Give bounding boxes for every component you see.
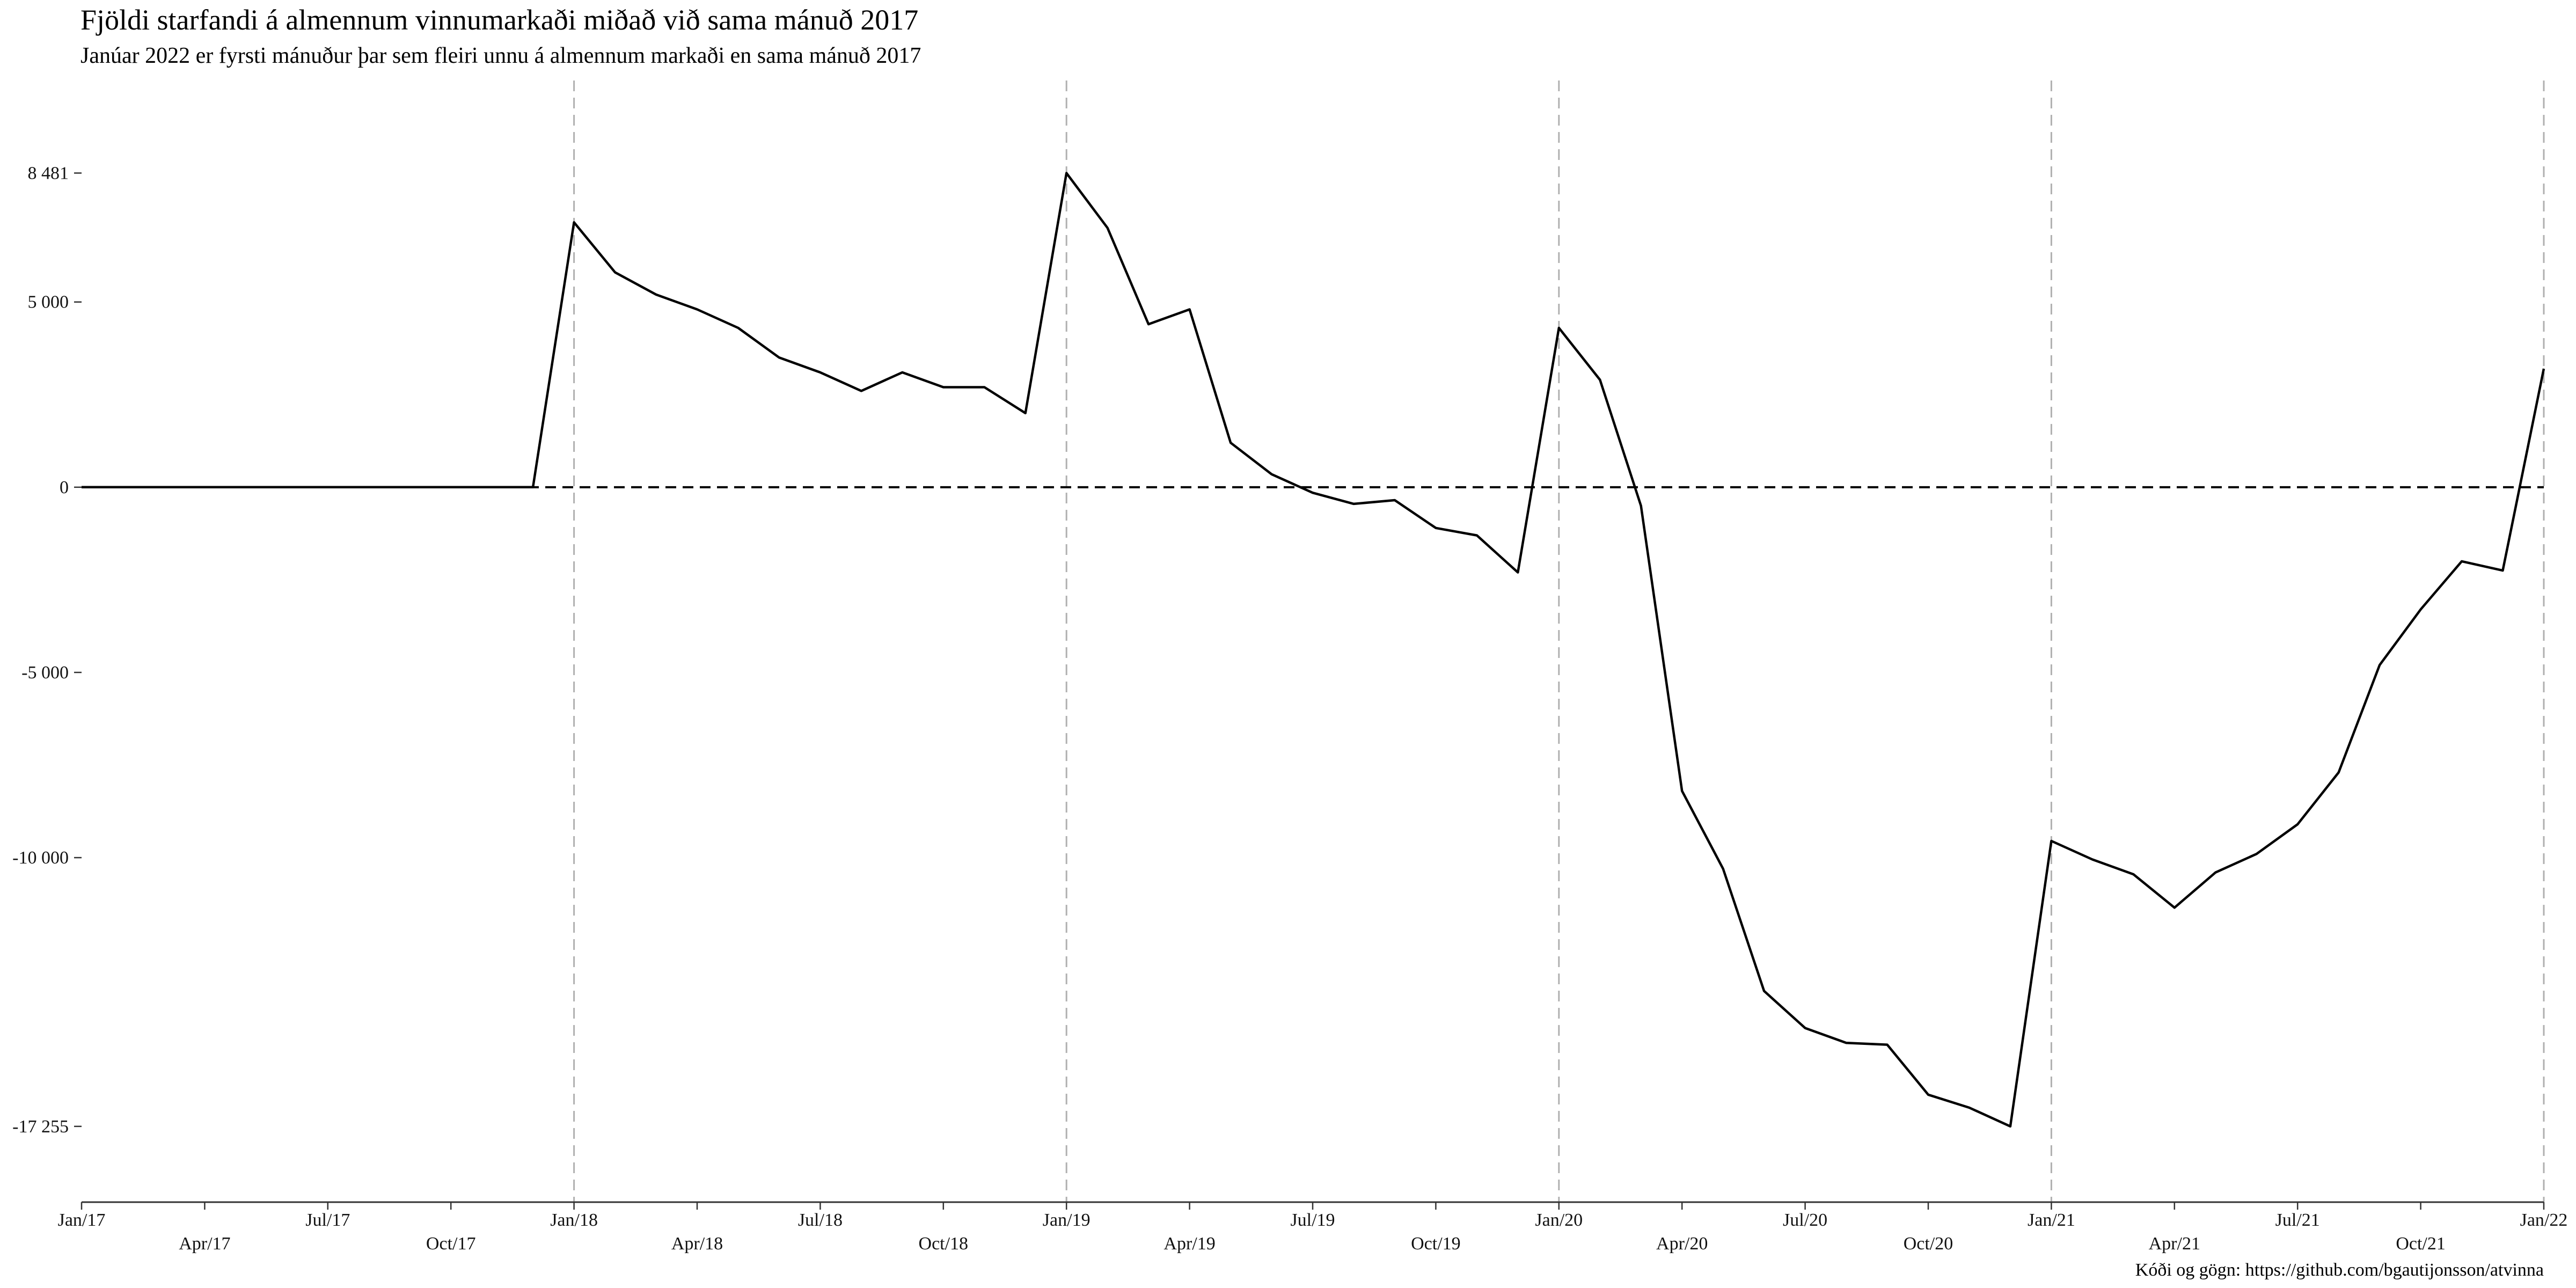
x-tick-label: Jan/18 bbox=[550, 1210, 598, 1230]
data-point bbox=[326, 486, 330, 489]
data-point bbox=[778, 356, 781, 359]
source-caption: Kóði og gögn: https://github.com/bgautij… bbox=[2135, 1260, 2544, 1280]
x-tick-label: Apr/17 bbox=[179, 1234, 230, 1254]
series-line bbox=[82, 172, 2545, 1128]
x-tick-label: Apr/20 bbox=[1656, 1234, 1708, 1254]
data-point bbox=[2419, 608, 2423, 611]
series-layer bbox=[80, 171, 2545, 1128]
data-point bbox=[1762, 990, 1766, 993]
x-tick-label: Jan/19 bbox=[1043, 1210, 1091, 1230]
x-tick-label: Jan/20 bbox=[1535, 1210, 1583, 1230]
data-point bbox=[1188, 308, 1191, 311]
data-point bbox=[1967, 1106, 1971, 1109]
data-point bbox=[1311, 491, 1314, 494]
data-point bbox=[162, 486, 165, 489]
x-tick-label: Jul/18 bbox=[798, 1210, 843, 1230]
data-point bbox=[449, 486, 452, 489]
chart-title: Fjöldi starfandi á almennum vinnumarkaði… bbox=[80, 4, 919, 36]
data-point bbox=[1270, 473, 1274, 476]
data-point bbox=[1475, 534, 1479, 537]
chart-subtitle: Janúar 2022 er fyrsti mánuður þar sem fl… bbox=[80, 43, 921, 68]
y-tick-label: -17 255 bbox=[12, 1117, 69, 1137]
data-point bbox=[80, 486, 83, 489]
x-tick-label: Apr/21 bbox=[2149, 1234, 2200, 1254]
x-tick-label: Jul/21 bbox=[2275, 1210, 2320, 1230]
data-point bbox=[203, 486, 206, 489]
data-point bbox=[1147, 323, 1150, 326]
data-point bbox=[736, 326, 740, 330]
x-tick-label: Jan/22 bbox=[2520, 1210, 2568, 1230]
x-tick-label: Jul/17 bbox=[305, 1210, 350, 1230]
data-point bbox=[531, 486, 535, 489]
y-tick-label: 8 481 bbox=[28, 163, 69, 183]
data-point bbox=[860, 389, 863, 392]
data-point bbox=[1065, 171, 1068, 174]
y-tick-label: -5 000 bbox=[21, 663, 69, 683]
data-point bbox=[1927, 1093, 1930, 1096]
x-tick-label: Oct/21 bbox=[2396, 1234, 2446, 1254]
data-point bbox=[2214, 871, 2217, 874]
data-point bbox=[2337, 771, 2340, 774]
x-tick-label: Oct/19 bbox=[1411, 1234, 1461, 1254]
data-point bbox=[408, 486, 412, 489]
data-point bbox=[1393, 499, 1396, 502]
x-tick-label: Apr/18 bbox=[671, 1234, 723, 1254]
x-tick-label: Jul/19 bbox=[1290, 1210, 1335, 1230]
data-point bbox=[1845, 1041, 1848, 1044]
data-point bbox=[491, 486, 494, 489]
data-point bbox=[1886, 1043, 1889, 1046]
x-tick-label: Jan/17 bbox=[58, 1210, 106, 1230]
x-axis: Jan/17 Apr/17 Jul/17 Oct/17 Jan/18 Apr/18 Jul/… bbox=[58, 1201, 2568, 1254]
data-point bbox=[121, 486, 124, 489]
data-point bbox=[1516, 571, 1519, 574]
data-point bbox=[983, 385, 986, 389]
x-tick-label: Apr/19 bbox=[1163, 1234, 1215, 1254]
data-point bbox=[2542, 367, 2545, 370]
data-point bbox=[1640, 504, 1643, 507]
data-point bbox=[1352, 502, 1355, 506]
data-point bbox=[2255, 852, 2258, 855]
data-point bbox=[1106, 226, 1109, 230]
data-point bbox=[1680, 789, 1684, 793]
data-point bbox=[1804, 1027, 1807, 1030]
data-point bbox=[2132, 873, 2135, 876]
data-point bbox=[1434, 526, 1437, 530]
data-point bbox=[696, 308, 699, 311]
x-tick-label: Jul/20 bbox=[1783, 1210, 1827, 1230]
data-point bbox=[367, 486, 370, 489]
data-point bbox=[2091, 858, 2094, 861]
vertical-reference-lines bbox=[573, 80, 2545, 1202]
data-point bbox=[2173, 906, 2176, 909]
data-point bbox=[942, 385, 945, 389]
y-tick-label: 0 bbox=[60, 478, 69, 497]
data-point bbox=[2378, 663, 2381, 667]
data-point bbox=[285, 486, 288, 489]
data-point bbox=[1024, 412, 1027, 415]
data-point bbox=[2460, 560, 2463, 563]
y-axis: 8 481 5 000 0 -5 000 -10 000 -17 255 bbox=[12, 163, 82, 1137]
x-tick-label: Oct/18 bbox=[919, 1234, 969, 1254]
data-point bbox=[1598, 378, 1601, 382]
data-point bbox=[613, 271, 617, 274]
data-point bbox=[1557, 326, 1561, 330]
data-point bbox=[2501, 569, 2505, 572]
x-tick-label: Jan/21 bbox=[2028, 1210, 2075, 1230]
x-tick-label: Oct/17 bbox=[426, 1234, 476, 1254]
data-point bbox=[2009, 1125, 2012, 1128]
data-point bbox=[1229, 441, 1232, 444]
data-point bbox=[573, 221, 576, 224]
y-tick-label: 5 000 bbox=[28, 292, 69, 312]
data-point bbox=[2296, 823, 2299, 826]
data-point bbox=[2050, 839, 2053, 843]
y-tick-label: -10 000 bbox=[12, 848, 69, 868]
data-point bbox=[818, 371, 822, 374]
data-point bbox=[655, 293, 658, 296]
data-point bbox=[244, 486, 247, 489]
x-tick-label: Oct/20 bbox=[1904, 1234, 1953, 1254]
data-point bbox=[1722, 867, 1725, 870]
data-point bbox=[901, 371, 904, 374]
